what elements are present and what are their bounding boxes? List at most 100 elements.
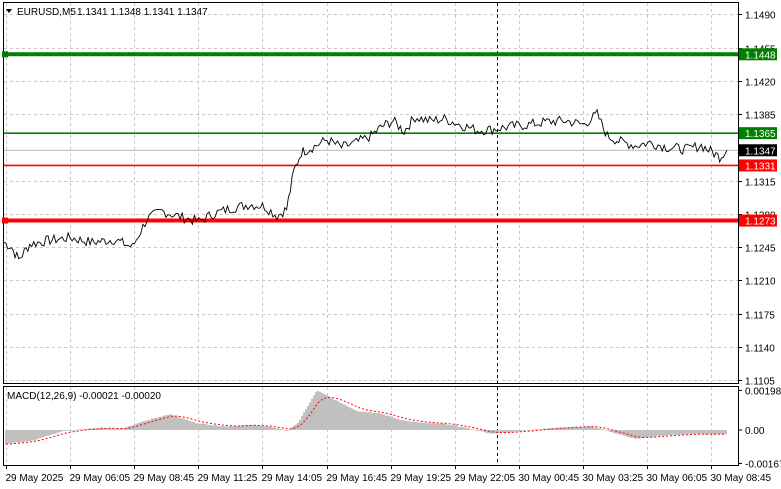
symbol-header-symbol: EURUSD,M5 bbox=[17, 7, 76, 18]
macd-histogram-bar bbox=[37, 430, 39, 440]
macd-histogram-bar bbox=[423, 422, 425, 430]
macd-histogram-bar bbox=[667, 430, 669, 436]
macd-histogram-bar bbox=[273, 427, 275, 430]
macd-tick-label: -0.00167 bbox=[745, 459, 781, 470]
symbol-header-ohlc: 1.1341 1.1348 1.1341 1.1347 bbox=[77, 7, 208, 18]
macd-histogram-bar bbox=[441, 423, 443, 430]
macd-histogram-bar bbox=[115, 428, 117, 430]
price-tick-label: 1.1105 bbox=[745, 377, 775, 388]
macd-histogram-bar bbox=[27, 430, 29, 442]
macd-histogram-bar bbox=[163, 415, 165, 430]
time-tick-label: 29 May 16:45 bbox=[327, 473, 388, 484]
macd-histogram-bar bbox=[615, 430, 617, 434]
macd-histogram-bar bbox=[135, 424, 137, 430]
macd-histogram-bar bbox=[407, 420, 409, 430]
level-price-label: 1.1331 bbox=[745, 161, 776, 172]
level-handle-lower-red[interactable] bbox=[2, 217, 8, 224]
price-axis[interactable]: 1.14901.14551.14201.13851.13151.12801.12… bbox=[738, 11, 777, 388]
dropdown-triangle-icon[interactable] bbox=[6, 9, 12, 13]
macd-histogram-bar bbox=[605, 430, 607, 431]
macd-histogram-bar bbox=[15, 430, 17, 443]
macd-histogram-bar bbox=[319, 392, 321, 430]
macd-histogram-bar bbox=[133, 424, 135, 430]
macd-histogram-bar bbox=[629, 430, 631, 438]
macd-histogram-bar bbox=[643, 430, 645, 439]
price-series-line bbox=[3, 108, 728, 260]
macd-histogram-bar bbox=[447, 424, 449, 430]
macd-signal-line bbox=[5, 396, 726, 445]
macd-histogram-bar bbox=[599, 428, 601, 430]
macd-histogram-bar bbox=[307, 406, 309, 430]
macd-histogram-bar bbox=[689, 430, 691, 435]
macd-histogram-bar bbox=[179, 417, 181, 430]
macd-histogram-bar bbox=[611, 430, 613, 433]
macd-histogram-bar bbox=[95, 428, 97, 430]
macd-histogram-bar bbox=[271, 427, 273, 430]
macd-histogram-bar bbox=[653, 430, 655, 437]
macd-histogram-bar bbox=[493, 430, 495, 434]
macd-histogram-bar bbox=[391, 416, 393, 430]
macd-histogram-bar bbox=[477, 430, 479, 431]
macd-histogram-bar bbox=[53, 430, 55, 435]
time-tick-label: 29 May 2025 bbox=[6, 473, 64, 484]
macd-histogram-bar bbox=[281, 429, 283, 430]
macd-histogram-bar bbox=[299, 419, 301, 430]
price-line-layer bbox=[3, 108, 728, 260]
macd-tick-label: 0.00198 bbox=[745, 386, 781, 397]
macd-histogram-bar bbox=[353, 409, 355, 430]
macd-histogram-bar bbox=[541, 429, 543, 430]
macd-histogram-bar bbox=[355, 410, 357, 430]
macd-histogram-bar bbox=[169, 414, 171, 430]
macd-histogram-bar bbox=[639, 430, 641, 439]
macd-histogram-bar bbox=[113, 428, 115, 430]
macd-histogram-bar bbox=[601, 429, 603, 430]
macd-histogram-bar bbox=[671, 430, 673, 436]
macd-histogram-bar bbox=[47, 430, 49, 436]
macd-histogram-bar bbox=[157, 417, 159, 430]
macd-histogram-bar bbox=[225, 426, 227, 430]
macd-histogram-bar bbox=[205, 424, 207, 430]
macd-histogram-bar bbox=[141, 421, 143, 430]
macd-histogram-bar bbox=[725, 430, 727, 435]
macd-histogram-bar bbox=[703, 430, 705, 435]
macd-histogram-bar bbox=[103, 427, 105, 430]
time-axis[interactable]: 29 May 2025 29 May 06:05 29 May 08:45 29 Ma… bbox=[6, 465, 772, 484]
macd-histogram-bar bbox=[123, 428, 125, 430]
macd-histogram-bar bbox=[565, 427, 567, 430]
macd-histogram-bar bbox=[235, 425, 237, 430]
macd-histogram-bar bbox=[153, 418, 155, 430]
macd-histogram-bar bbox=[181, 418, 183, 430]
macd-histogram-bar bbox=[465, 427, 467, 430]
macd-histogram-bar bbox=[521, 430, 523, 431]
macd-histogram-bar bbox=[331, 398, 333, 430]
macd-histogram-bar bbox=[311, 398, 313, 430]
macd-histogram-bar bbox=[167, 414, 169, 430]
macd-histogram-bar bbox=[249, 424, 251, 430]
macd-histogram-bar bbox=[367, 412, 369, 430]
macd-histogram-bar bbox=[419, 422, 421, 430]
level-price-tag bbox=[739, 127, 777, 140]
macd-histogram-bar bbox=[117, 428, 119, 430]
macd-histogram-bar bbox=[333, 399, 335, 430]
macd-histogram-bar bbox=[515, 430, 517, 432]
macd-title: MACD(12,26,9) -0.00021 -0.00020 bbox=[7, 391, 161, 402]
macd-histogram-bar bbox=[451, 425, 453, 430]
macd-histogram-bar bbox=[371, 412, 373, 430]
level-price-tag bbox=[739, 159, 777, 172]
time-tick-label: 30 May 00:45 bbox=[519, 473, 580, 484]
macd-histogram-bar bbox=[325, 394, 327, 430]
macd-histogram-bar bbox=[461, 426, 463, 430]
level-handle-upper-green[interactable] bbox=[2, 51, 8, 58]
macd-histogram-bar bbox=[545, 428, 547, 430]
macd-histogram-bar bbox=[591, 426, 593, 430]
macd-histogram-bar bbox=[499, 430, 501, 433]
macd-histogram-bar bbox=[389, 416, 391, 430]
macd-histogram-bar bbox=[119, 428, 121, 430]
macd-histogram-bar bbox=[223, 426, 225, 430]
macd-histogram-bar bbox=[363, 411, 365, 430]
macd-histogram-bar bbox=[685, 430, 687, 435]
macd-histogram-bar bbox=[147, 419, 149, 430]
macd-histogram-bar bbox=[243, 425, 245, 430]
